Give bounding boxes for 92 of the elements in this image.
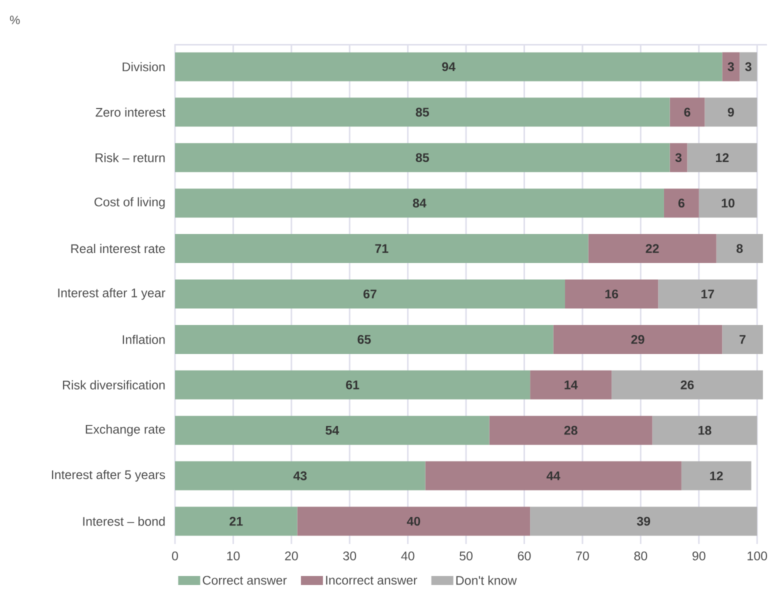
x-tick-label: 40 <box>401 552 414 560</box>
bar <box>530 506 758 536</box>
data-label: 10 <box>722 198 734 208</box>
bar <box>652 416 758 445</box>
bar <box>175 461 426 490</box>
bar <box>553 324 722 354</box>
data-label: 12 <box>716 153 729 162</box>
bar <box>175 506 298 536</box>
data-label: 94 <box>442 62 456 72</box>
y-tick-label: Real interest rate <box>71 244 165 254</box>
bar <box>658 279 758 308</box>
bar <box>175 370 530 400</box>
data-label: 85 <box>416 153 429 162</box>
bar <box>681 461 752 490</box>
bar <box>664 188 699 218</box>
data-label: 8 <box>736 244 743 253</box>
data-label: 39 <box>636 516 650 526</box>
data-label: 3 <box>728 62 734 72</box>
y-tick-label: Cost of living <box>94 197 165 209</box>
x-tick-label: 70 <box>576 552 589 560</box>
bar <box>565 279 658 308</box>
x-tick-label: 60 <box>518 552 531 560</box>
data-label: 43 <box>293 471 307 480</box>
data-label: 26 <box>680 380 694 390</box>
data-label: 85 <box>416 108 429 117</box>
bar <box>175 234 588 264</box>
data-label: 3 <box>745 62 752 72</box>
data-label: 44 <box>546 472 560 480</box>
x-tick-label: 100 <box>748 552 768 560</box>
x-tick-label: 10 <box>227 552 240 560</box>
bar <box>489 416 652 445</box>
x-tick-label: 90 <box>692 552 706 560</box>
data-label: 3 <box>675 153 682 162</box>
data-label: 17 <box>701 290 714 298</box>
bar <box>740 52 758 82</box>
bar <box>175 324 554 354</box>
data-label: 7 <box>740 335 746 344</box>
data-label: 21 <box>230 516 243 526</box>
x-tick-label: 80 <box>634 552 648 560</box>
bar <box>612 370 763 400</box>
y-tick-label: Interest after 5 years <box>52 470 166 482</box>
data-label: 54 <box>326 426 340 435</box>
y-axis-title: % <box>10 16 20 24</box>
y-tick-label: Risk diversification <box>62 380 165 390</box>
data-label: 16 <box>605 290 618 298</box>
data-label: 12 <box>710 471 723 480</box>
data-label: 29 <box>631 335 644 344</box>
bar <box>175 416 490 445</box>
bar <box>175 143 670 172</box>
bar <box>175 279 566 308</box>
y-tick-label: Interest after 1 year <box>58 288 166 300</box>
bar <box>175 188 664 218</box>
data-label: 14 <box>564 380 578 390</box>
data-label: 6 <box>684 108 690 117</box>
legend-label: Correct answer <box>202 576 287 585</box>
bar <box>175 52 722 82</box>
x-tick-label: 20 <box>285 552 298 560</box>
bar <box>670 98 705 127</box>
bar <box>425 461 682 490</box>
bar <box>297 506 530 536</box>
data-label: 84 <box>412 198 426 208</box>
y-tick-label: Inflation <box>122 334 165 344</box>
y-tick-label: Exchange rate <box>86 424 165 436</box>
bar <box>722 324 763 354</box>
x-tick-label: 30 <box>343 552 356 560</box>
data-label: 71 <box>375 244 388 253</box>
data-label: 6 <box>678 198 684 208</box>
y-tick-label: Division <box>122 62 165 72</box>
bar <box>175 98 670 127</box>
x-tick-label: 0 <box>172 552 178 560</box>
data-label: 65 <box>358 335 371 344</box>
data-label: 9 <box>728 108 734 117</box>
bar <box>698 188 758 218</box>
legend-label: Don't know <box>456 576 517 585</box>
bar <box>722 52 740 82</box>
x-tick-label: 50 <box>460 552 473 560</box>
bar <box>716 234 763 264</box>
y-tick-label: Risk – return <box>96 153 165 162</box>
data-label: 61 <box>346 380 360 390</box>
bar <box>704 98 758 127</box>
data-label: 22 <box>646 244 659 253</box>
data-label: 40 <box>406 516 420 526</box>
bar <box>687 143 758 172</box>
legend-label: Incorrect answer <box>326 576 418 585</box>
data-label: 28 <box>564 426 578 435</box>
data-label: 18 <box>698 426 712 435</box>
data-label: 67 <box>364 290 376 298</box>
y-tick-label: Zero interest <box>96 108 166 117</box>
bar <box>670 143 688 172</box>
bar <box>530 370 612 400</box>
y-tick-label: Interest – bond <box>83 516 165 526</box>
bar <box>588 234 716 264</box>
